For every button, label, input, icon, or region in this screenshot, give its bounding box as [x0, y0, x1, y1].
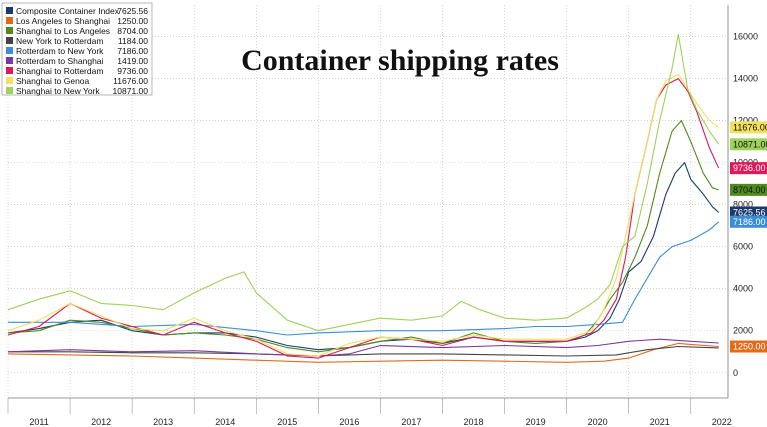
end-label-value: 8704.00	[733, 185, 766, 195]
end-label-value: 11676.00	[733, 122, 767, 132]
series-line-6	[7, 338, 719, 357]
end-label-value: 7186.00	[733, 217, 766, 227]
y-tick-label: 2000	[733, 326, 753, 336]
legend-series-value: 1250.00	[117, 16, 148, 26]
y-tick-label: 8000	[733, 200, 753, 210]
chart-title: Container shipping rates	[241, 44, 559, 77]
legend-swatch	[6, 37, 13, 44]
legend-swatch	[6, 67, 13, 74]
x-tick-label: 2020	[588, 417, 608, 427]
x-tick-label: 2022	[712, 417, 732, 427]
legend-series-value: 1184.00	[118, 36, 148, 46]
end-label-value: 7625.56	[733, 208, 766, 218]
legend-swatch	[6, 57, 13, 64]
end-label-value: 1250.00	[733, 342, 766, 352]
y-tick-label: 14000	[733, 74, 758, 84]
end-label-box	[730, 183, 767, 196]
legend-series-name: Composite Container Index	[16, 6, 120, 16]
legend-series-name: New York to Rotterdam	[16, 36, 103, 46]
legend-series-value: 10871.00	[113, 86, 149, 96]
y-tick-label: 16000	[733, 32, 758, 42]
series-layer	[7, 33, 720, 363]
legend-series-name: Shanghai to Genoa	[16, 76, 90, 86]
legend-series-name: Rotterdam to New York	[16, 46, 104, 56]
series-line-9	[7, 33, 720, 332]
legend-swatch	[6, 47, 13, 54]
end-label-box	[730, 340, 767, 353]
legend-series-name: Shanghai to New York	[16, 86, 100, 96]
x-tick-label: 2019	[526, 417, 546, 427]
y-tick-label: 12000	[733, 116, 758, 126]
legend-series-name: Shanghai to Los Angeles	[16, 26, 110, 36]
x-tick-label: 2014	[215, 417, 235, 427]
legend-swatch	[6, 27, 13, 34]
series-line-8	[7, 73, 720, 357]
x-tick-label: 2016	[339, 417, 359, 427]
y-tick-label: 0	[733, 368, 738, 378]
x-tick-label: 2018	[464, 417, 484, 427]
legend-swatch	[6, 17, 13, 24]
legend-series-value: 9736.00	[117, 66, 148, 76]
legend-series-value: 1419.00	[117, 56, 148, 66]
legend-series-value: 8704.00	[117, 26, 148, 36]
series-line-7	[7, 78, 720, 359]
x-tick-label: 2013	[153, 417, 173, 427]
legend-swatch	[6, 7, 13, 14]
y-tick-label: 4000	[733, 284, 753, 294]
legend-swatch	[6, 77, 13, 84]
x-tick-label: 2011	[29, 417, 48, 427]
x-tick-label: 2017	[401, 417, 421, 427]
y-tick-label: 6000	[733, 242, 753, 252]
end-label-box	[730, 215, 767, 228]
legend-series-name: Rotterdam to Shanghai	[16, 56, 104, 66]
x-tick-label: 2012	[91, 417, 111, 427]
legend-series-name: Shanghai to Rotterdam	[16, 66, 103, 76]
end-label-value: 9736.00	[733, 163, 766, 173]
legend-swatch	[6, 87, 13, 94]
grid-layer	[7, 5, 728, 398]
series-line-2	[7, 342, 719, 363]
end-label-box	[730, 121, 767, 134]
legend-series-name: Los Angeles to Shanghai	[16, 16, 110, 26]
end-labels: 7625.56 1250.00 8704.00 7186.00 9736.00 11676…	[730, 121, 767, 353]
end-label-value: 10871.00	[733, 139, 767, 149]
legend-series-value: 7186.00	[117, 46, 148, 56]
x-tick-label: 2021	[650, 417, 670, 427]
end-label-box	[730, 138, 767, 151]
x-tick-label: 2015	[277, 417, 297, 427]
legend-series-value: 7625.56	[117, 6, 148, 16]
legend-series-value: 11676.00	[113, 76, 148, 86]
end-label-box	[730, 206, 767, 219]
legend-box	[1, 2, 153, 96]
series-line-4	[8, 345, 719, 357]
end-label-box	[730, 162, 767, 175]
